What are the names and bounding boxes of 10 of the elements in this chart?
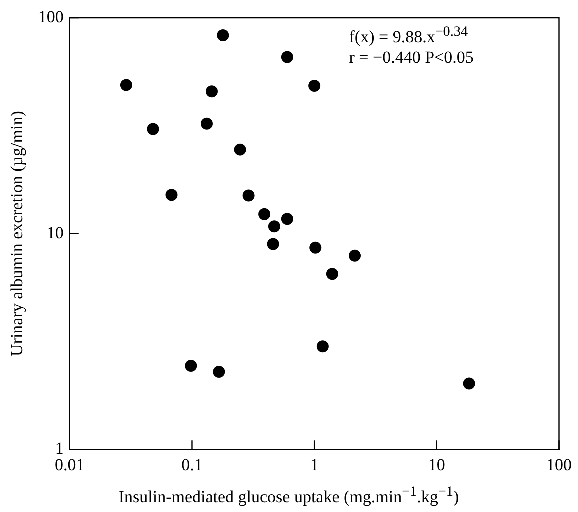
y-tick-label: 100 [38, 7, 64, 26]
y-tick-label: 10 [46, 223, 64, 242]
x-tick-label: 0.1 [182, 455, 203, 474]
y-axis-title: Urinary albumin excretion (µg/min) [8, 111, 27, 356]
x-tick-label: 100 [546, 455, 572, 474]
annotation: r = −0.440 P<0.05 [349, 48, 474, 67]
annotation: f(x) = 9.88.x$^{−0.34}$ [349, 24, 468, 47]
x-tick-label: 1 [310, 455, 319, 474]
x-tick-label: 10 [428, 455, 446, 474]
x-axis-title: Insulin-mediated glucose uptake (mg.min$^{−1}$.kg$^{−1}$) [118, 484, 460, 508]
